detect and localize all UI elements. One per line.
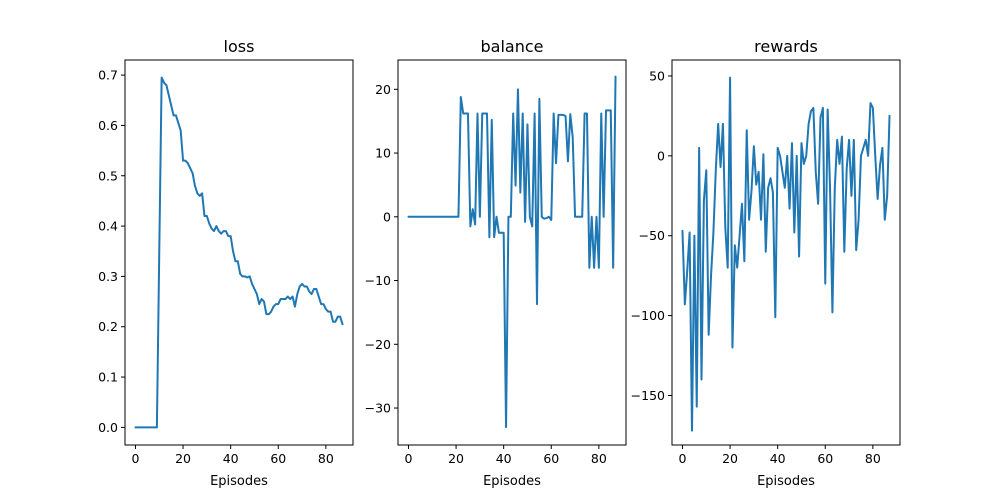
x-tick-label: 40: [770, 451, 786, 466]
x-tick-label: 80: [591, 451, 607, 466]
chart-title: rewards: [754, 37, 818, 56]
y-tick-label: −100: [631, 308, 665, 323]
y-tick-label: 0.7: [98, 68, 118, 83]
y-tick-label: −10: [365, 273, 391, 288]
axes-frame: [671, 59, 901, 446]
axes-frame: [397, 59, 627, 446]
y-tick-label: −150: [631, 388, 665, 403]
x-tick-label: 60: [270, 451, 286, 466]
x-tick-label: 60: [543, 451, 559, 466]
x-tick-label: 40: [223, 451, 239, 466]
axes-frame: [124, 59, 354, 446]
y-tick-label: 0.6: [98, 118, 118, 133]
x-axis-label: Episodes: [483, 474, 541, 489]
x-tick-label: 40: [496, 451, 512, 466]
series-line-balance: [407, 75, 617, 429]
x-tick-label: 80: [318, 451, 334, 466]
x-tick-label: 0: [678, 451, 686, 466]
y-tick-label: 0.5: [98, 168, 118, 183]
y-tick-label: 0.3: [98, 269, 118, 284]
chart-panel-rewards: rewards 0 20 40 60 80 −150 −100 −50 0 50 Episodes: [631, 37, 901, 489]
y-tick-label: 0: [383, 209, 391, 224]
x-tick-label: 0: [404, 451, 412, 466]
x-axis-label: Episodes: [757, 474, 815, 489]
y-tick-label: 0.1: [98, 370, 118, 385]
x-axis-label: Episodes: [210, 474, 268, 489]
x-tick-label: 80: [865, 451, 881, 466]
series-line-loss: [134, 76, 344, 429]
y-tick-label: 10: [375, 146, 391, 161]
x-tick-label: 20: [175, 451, 191, 466]
series-line-rewards: [681, 76, 891, 432]
y-tick-label: −50: [639, 228, 665, 243]
x-tick-label: 20: [722, 451, 738, 466]
y-tick-label: −20: [365, 337, 391, 352]
y-tick-label: 0.0: [98, 420, 118, 435]
y-tick-label: 0.2: [98, 319, 118, 334]
chart-title: loss: [224, 37, 255, 56]
chart-panel-balance: balance 0 20 40 60 80 −30 −20 −10 0 10 20 Episodes: [365, 37, 627, 489]
y-tick-label: −30: [365, 401, 391, 416]
x-tick-label: 60: [817, 451, 833, 466]
y-tick-label: 0.4: [98, 219, 118, 234]
y-tick-label: 20: [375, 82, 391, 97]
y-tick-label: 50: [649, 68, 665, 83]
x-tick-label: 20: [448, 451, 464, 466]
x-tick-label: 0: [131, 451, 139, 466]
chart-panel-loss: loss 0 20 40 60 80 0.0 0.1 0.2 0.3 0.4 0.5 0.6 0.7 Epi…: [98, 37, 354, 489]
chart-title: balance: [481, 37, 544, 56]
y-tick-label: 0: [657, 148, 665, 163]
